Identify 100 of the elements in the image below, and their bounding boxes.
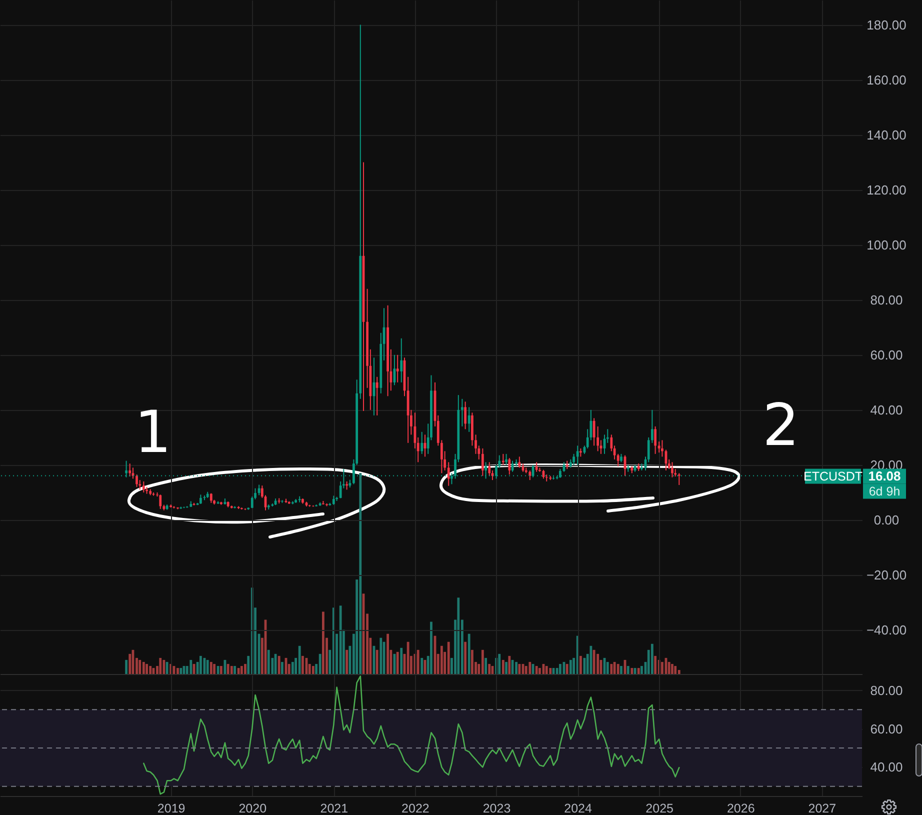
bar <box>416 650 420 674</box>
bar <box>515 662 518 674</box>
bar <box>386 634 389 674</box>
bar <box>535 666 538 674</box>
candlestick <box>142 480 145 493</box>
bar <box>166 662 168 674</box>
candlestick <box>678 472 680 486</box>
y-tick-label: 100.00 <box>866 237 906 252</box>
y-tick-label: 120.00 <box>866 182 906 198</box>
bar <box>237 668 240 674</box>
bar <box>556 668 558 674</box>
bar <box>674 666 677 674</box>
bar <box>569 660 572 674</box>
candlestick <box>400 338 403 383</box>
candlestick <box>616 453 620 467</box>
bar <box>199 656 202 674</box>
candlestick <box>528 470 532 481</box>
bar <box>213 664 216 674</box>
bar <box>566 664 568 674</box>
annotation: 2 <box>762 391 800 459</box>
bar <box>558 664 562 674</box>
bar <box>545 666 548 674</box>
annotation: 1 <box>134 398 172 466</box>
bar <box>180 668 182 674</box>
bar <box>142 662 145 674</box>
x-tick-label: 2022 <box>402 802 430 815</box>
bar <box>291 662 294 674</box>
bar <box>312 666 314 674</box>
bar <box>640 666 643 674</box>
bar <box>481 650 484 674</box>
bar <box>380 638 382 674</box>
bar <box>471 650 474 674</box>
x-tick-label: 2020 <box>238 802 267 815</box>
bar <box>678 670 680 674</box>
y-tick-label: 60.00 <box>870 347 903 362</box>
y-tick-label: 80.00 <box>870 682 903 698</box>
bar <box>278 656 280 674</box>
bar <box>508 656 511 674</box>
candlestick <box>508 458 511 476</box>
bar <box>518 664 521 674</box>
candlestick <box>460 398 464 427</box>
bar <box>606 662 609 674</box>
candlestick <box>481 448 484 476</box>
candlestick <box>128 463 132 477</box>
bar <box>267 650 270 674</box>
bar <box>216 666 220 674</box>
bar <box>464 642 466 674</box>
bar <box>396 652 399 674</box>
x-tick-label: 2027 <box>808 802 836 815</box>
y-tick-label: 140.00 <box>866 127 906 142</box>
bar <box>538 668 541 674</box>
bar <box>502 660 504 674</box>
bar <box>230 666 233 674</box>
bar <box>206 660 209 674</box>
bar <box>128 654 132 674</box>
candlestick <box>576 445 579 466</box>
bar <box>240 666 243 674</box>
bar <box>430 622 432 674</box>
bar <box>220 666 222 674</box>
x-tick-label: 2019 <box>157 802 186 815</box>
bar <box>400 648 403 674</box>
bar <box>630 668 634 674</box>
candlestick <box>210 492 212 504</box>
bar <box>244 664 246 674</box>
candlestick <box>447 462 450 486</box>
y-tick-label: 0.00 <box>874 512 900 528</box>
bar <box>138 660 142 674</box>
bar <box>146 664 148 674</box>
bar <box>406 642 410 674</box>
y-tick-label: 180.00 <box>866 17 906 32</box>
bar <box>447 642 450 674</box>
bar <box>176 668 179 674</box>
bar <box>484 658 487 674</box>
bar <box>498 654 501 674</box>
x-tick-label: 2023 <box>482 802 511 815</box>
bar <box>505 662 508 674</box>
candlestick <box>505 453 508 466</box>
bar <box>579 656 582 674</box>
bar <box>457 598 460 674</box>
text: 6d 9h <box>868 484 900 499</box>
bar <box>339 606 342 674</box>
candlestick <box>199 494 202 504</box>
bar <box>234 666 236 674</box>
bar <box>524 666 528 674</box>
candlestick <box>136 474 138 488</box>
bar <box>376 650 378 674</box>
y-tick-label: 40.00 <box>870 760 903 775</box>
annotation: 16.08 <box>868 468 901 484</box>
bar <box>668 662 670 674</box>
y-tick-label: 60.00 <box>870 721 903 736</box>
candlestick <box>376 376 378 416</box>
y-tick-label: −40.00 <box>866 622 907 638</box>
candlestick <box>596 426 600 452</box>
candlestick <box>671 462 674 478</box>
x-tick-label: 2024 <box>564 802 592 815</box>
candlestick <box>545 474 548 482</box>
bar <box>596 654 600 674</box>
bar <box>226 664 230 674</box>
bar <box>468 634 470 674</box>
bar <box>159 658 162 674</box>
